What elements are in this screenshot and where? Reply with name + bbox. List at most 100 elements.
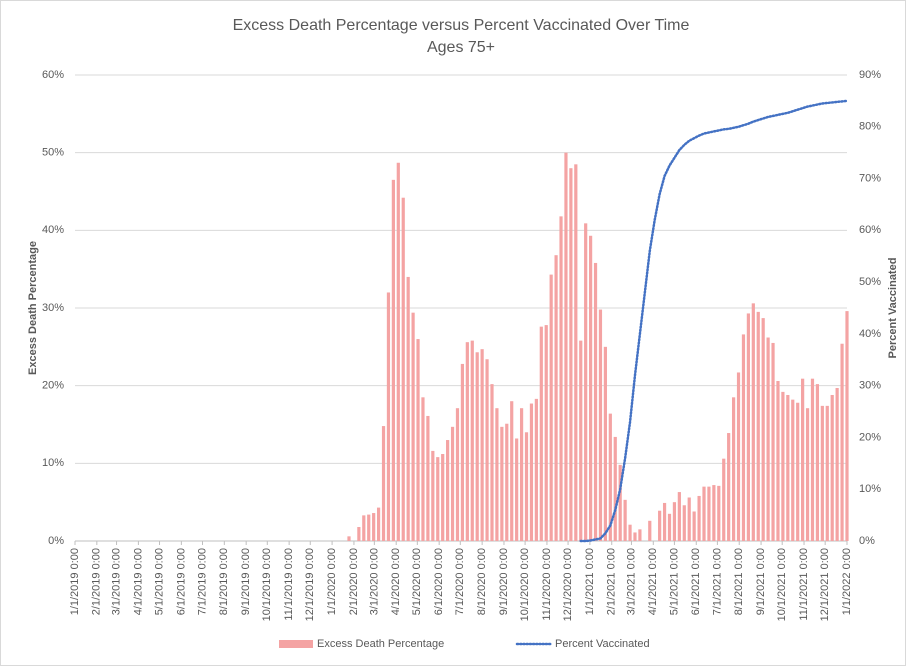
bar [426, 415, 430, 541]
bar [460, 363, 465, 541]
bar [707, 486, 711, 541]
y2-tick-label: 80% [859, 121, 881, 133]
bar [495, 408, 499, 541]
y2-tick-label: 20% [859, 431, 881, 443]
bar [840, 343, 844, 541]
x-tick-label: 12/1/2019 0:00 [304, 548, 316, 621]
bar [786, 394, 790, 541]
bar [593, 262, 598, 541]
legend-label: Excess Death Percentage [317, 638, 444, 650]
y2-tick-label: 40% [859, 328, 881, 340]
bar [446, 440, 450, 541]
bar [672, 502, 677, 541]
bar [372, 513, 376, 541]
bar [702, 486, 706, 541]
bar [776, 381, 780, 541]
x-tick-label: 3/1/2020 0:00 [368, 548, 380, 615]
x-tick-label: 2/1/2019 0:00 [91, 548, 103, 615]
bar [396, 162, 400, 541]
bar [677, 492, 681, 541]
bar [727, 433, 731, 541]
bar [845, 311, 849, 541]
x-tick-label: 10/1/2019 0:00 [261, 548, 273, 621]
x-tick-label: 6/1/2021 0:00 [690, 548, 702, 615]
bar [549, 274, 553, 541]
bar [712, 485, 716, 541]
bar [825, 405, 829, 541]
bar [470, 340, 474, 541]
bar [796, 402, 800, 541]
bar [515, 438, 519, 541]
bar [697, 495, 701, 541]
bar [687, 497, 691, 541]
y-tick-label: 30% [42, 302, 64, 314]
x-tick-label: 1/1/2020 0:00 [326, 548, 338, 615]
bar [485, 359, 489, 541]
x-tick-label: 10/1/2020 0:00 [519, 548, 531, 621]
bar [623, 499, 627, 541]
bar [717, 485, 721, 541]
y-tick-label: 60% [42, 69, 64, 81]
bar [347, 536, 351, 541]
bar [820, 405, 824, 541]
bar [603, 346, 607, 541]
bar [381, 426, 386, 541]
bar [505, 423, 509, 541]
legend-swatch [279, 640, 313, 648]
bar [559, 216, 563, 541]
bar [771, 342, 775, 541]
y2-axis-label: Percent Vaccinated [887, 258, 899, 359]
y2-tick-label: 70% [859, 172, 881, 184]
bar [391, 179, 395, 541]
bar [465, 342, 469, 541]
bar [362, 515, 366, 541]
x-tick-label: 8/1/2021 0:00 [733, 548, 745, 615]
x-tick-label: 3/1/2019 0:00 [110, 548, 122, 615]
bar [436, 457, 440, 541]
y2-tick-label: 50% [859, 276, 881, 288]
x-tick-label: 7/1/2019 0:00 [196, 548, 208, 615]
bar [579, 340, 583, 541]
bar [455, 408, 460, 541]
x-tick-label: 1/1/2019 0:00 [69, 548, 81, 615]
bar [554, 255, 558, 542]
bar [682, 505, 686, 541]
bar [658, 510, 662, 541]
x-tick-label: 4/1/2019 0:00 [132, 548, 144, 615]
y2-tick-label: 60% [859, 224, 881, 236]
x-tick-label: 5/1/2020 0:00 [411, 548, 423, 615]
x-tick-label: 5/1/2019 0:00 [153, 548, 165, 615]
y2-tick-label: 90% [859, 69, 881, 81]
y-tick-label: 50% [42, 147, 64, 159]
bar [761, 318, 765, 541]
bar [569, 168, 573, 541]
bar [618, 464, 622, 541]
bar [741, 334, 746, 541]
x-tick-label: 7/1/2020 0:00 [454, 548, 466, 615]
x-tick-label: 5/1/2021 0:00 [668, 548, 680, 615]
bar [815, 384, 820, 541]
bar [519, 408, 524, 541]
bar [648, 520, 652, 541]
bar [781, 391, 785, 541]
bar [638, 529, 642, 541]
x-tick-label: 2/1/2021 0:00 [606, 548, 618, 615]
x-tick-label: 11/1/2021 0:00 [798, 548, 810, 621]
y2-tick-label: 10% [859, 483, 881, 495]
y-axis-label: Excess Death Percentage [27, 241, 39, 375]
x-tick-label: 9/1/2020 0:00 [498, 548, 510, 615]
bar [830, 394, 834, 541]
x-tick-label: 9/1/2019 0:00 [240, 548, 252, 615]
legend-label: Percent Vaccinated [555, 638, 650, 650]
x-tick-label: 11/1/2020 0:00 [541, 548, 553, 621]
bar [608, 413, 612, 541]
y-tick-label: 20% [42, 380, 64, 392]
x-tick-label: 1/1/2021 0:00 [584, 548, 596, 615]
bar [756, 311, 760, 541]
bar [367, 514, 371, 541]
bar [510, 401, 514, 541]
bar [810, 378, 815, 541]
bar [628, 524, 632, 541]
bar [584, 223, 588, 542]
bar [401, 197, 405, 542]
